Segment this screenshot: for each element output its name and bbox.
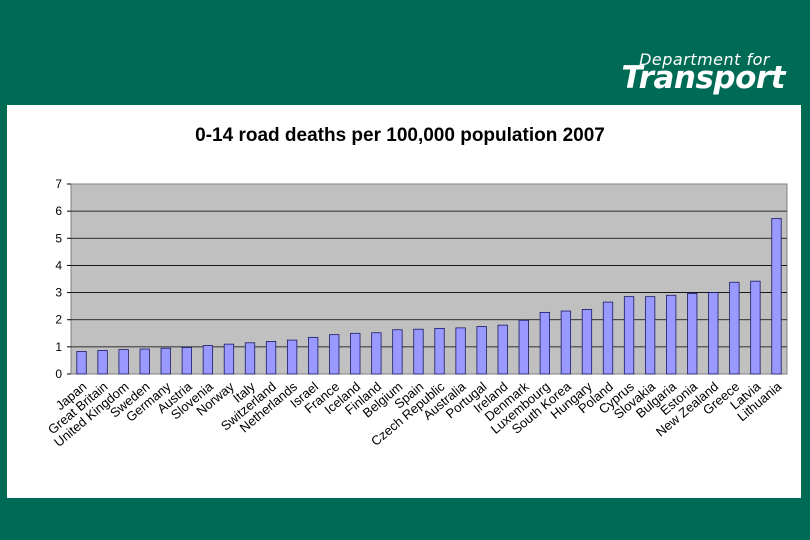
bar-belgium — [392, 329, 403, 375]
bar-hungary — [581, 308, 593, 375]
y-axis-ticks: 0 1 2 3 4 5 6 7 — [55, 177, 71, 381]
bar-czech-republic — [434, 327, 445, 375]
y-tick-label: 0 — [55, 367, 62, 381]
bar-france — [329, 334, 340, 375]
y-tick-label: 4 — [55, 258, 62, 272]
bar-slovakia — [644, 296, 656, 375]
plot-area — [70, 183, 788, 375]
bar-luxembourg — [539, 311, 550, 375]
bar-sweden — [139, 348, 150, 375]
bar-israel — [308, 336, 319, 375]
bar-norway — [223, 343, 235, 375]
bar-denmark — [518, 319, 529, 375]
bar-finland — [371, 332, 382, 375]
bar-netherlands — [286, 339, 298, 375]
bar-south-korea — [560, 310, 572, 375]
bar-great-britain — [97, 349, 108, 375]
bar-italy — [244, 342, 256, 375]
bar-japan — [76, 351, 87, 375]
y-tick-label: 1 — [55, 340, 62, 354]
bar-spain — [413, 328, 424, 375]
department-for-text: Department for — [639, 50, 770, 69]
bar-germany — [160, 347, 171, 375]
y-tick-label: 7 — [55, 177, 62, 191]
bar-slovenia — [202, 345, 214, 375]
road-deaths-chart: 0-14 road deaths per 100,000 population … — [45, 125, 788, 450]
chart-panel: 0-14 road deaths per 100,000 population … — [7, 105, 801, 498]
y-tick-label: 3 — [55, 286, 62, 300]
bar-portugal — [476, 326, 487, 375]
bar-cyprus — [623, 296, 635, 375]
y-tick-label: 6 — [55, 204, 62, 218]
bar-bulgaria — [666, 294, 677, 375]
bar-ireland — [497, 324, 508, 375]
bar-austria — [181, 346, 192, 375]
bars — [76, 218, 782, 375]
bar-australia — [455, 327, 466, 375]
bar-new-zealand — [708, 292, 719, 375]
y-tick-label: 2 — [55, 313, 62, 327]
bar-greece — [729, 281, 740, 375]
bar-switzerland — [265, 341, 277, 375]
bar-latvia — [750, 280, 761, 375]
bar-poland — [602, 301, 614, 375]
y-tick-label: 5 — [55, 231, 62, 245]
bar-lithuania — [771, 218, 782, 375]
transport-logo-text: Transport — [621, 60, 785, 96]
bar-iceland — [350, 332, 361, 375]
bar-united-kingdom — [118, 349, 129, 375]
bar-estonia — [687, 292, 698, 375]
chart-title: 0-14 road deaths per 100,000 population … — [195, 125, 605, 146]
